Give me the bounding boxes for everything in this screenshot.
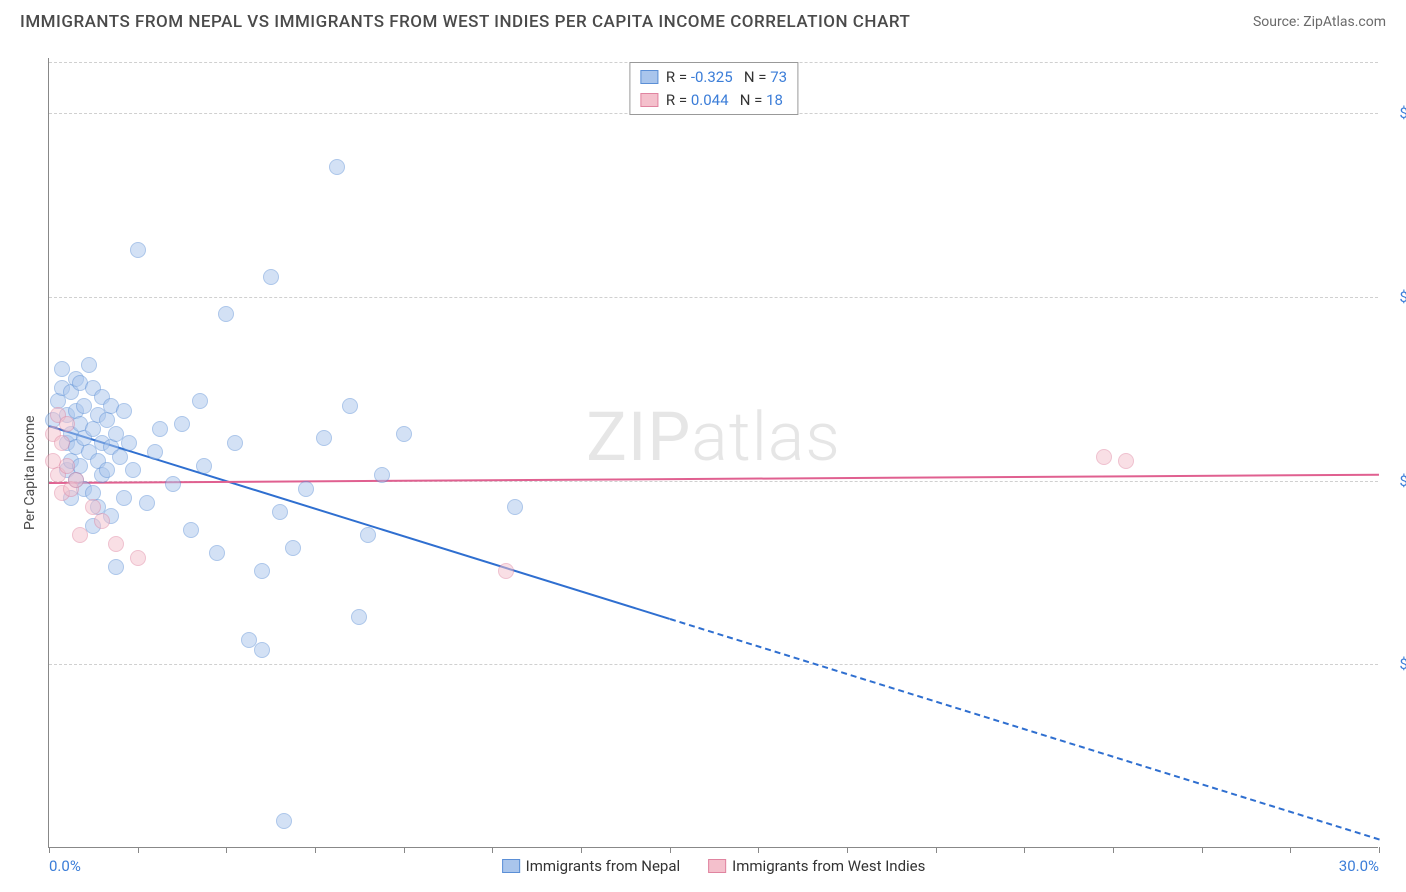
scatter-point — [316, 430, 332, 446]
scatter-point — [68, 472, 84, 488]
scatter-point — [254, 563, 270, 579]
stats-legend: R = -0.325 N = 73R = 0.044 N = 18 — [629, 62, 798, 115]
x-tick — [226, 847, 227, 853]
y-tick-label: $80,000 — [1399, 104, 1406, 122]
x-tick — [315, 847, 316, 853]
scatter-point — [125, 462, 141, 478]
scatter-point — [196, 458, 212, 474]
swatch-icon — [502, 859, 520, 873]
series-legend-label: Immigrants from West Indies — [732, 857, 925, 875]
regression-line — [49, 425, 670, 620]
x-tick — [936, 847, 937, 853]
swatch-icon — [640, 93, 658, 107]
stats-text: R = -0.325 N = 73 — [666, 66, 787, 89]
scatter-point — [285, 540, 301, 556]
scatter-point — [498, 563, 514, 579]
scatter-point — [1118, 453, 1134, 469]
series-legend: Immigrants from Nepal Immigrants from Wes… — [502, 857, 926, 875]
scatter-point — [209, 545, 225, 561]
scatter-point — [72, 527, 88, 543]
y-tick-label: $40,000 — [1399, 472, 1406, 490]
stats-text: R = 0.044 N = 18 — [666, 89, 783, 112]
scatter-point — [351, 609, 367, 625]
y-tick-label: $60,000 — [1399, 288, 1406, 306]
scatter-point — [147, 444, 163, 460]
scatter-point — [116, 490, 132, 506]
watermark: ZIPatlas — [586, 397, 841, 477]
scatter-point — [81, 357, 97, 373]
chart-title: IMMIGRANTS FROM NEPAL VS IMMIGRANTS FROM… — [20, 12, 910, 32]
scatter-point — [130, 550, 146, 566]
scatter-point — [263, 269, 279, 285]
scatter-point — [121, 435, 137, 451]
regression-line — [49, 474, 1379, 484]
scatter-point — [192, 393, 208, 409]
gridline — [49, 297, 1378, 298]
scatter-point — [218, 306, 234, 322]
x-tick — [138, 847, 139, 853]
series-legend-item: Immigrants from Nepal — [502, 857, 681, 875]
scatter-point — [298, 481, 314, 497]
y-tick-label: $20,000 — [1399, 655, 1406, 673]
x-tick — [1202, 847, 1203, 853]
scatter-point — [112, 449, 128, 465]
scatter-point — [227, 435, 243, 451]
scatter-point — [116, 403, 132, 419]
series-legend-item: Immigrants from West Indies — [708, 857, 925, 875]
scatter-point — [152, 421, 168, 437]
scatter-point — [108, 536, 124, 552]
x-tick — [404, 847, 405, 853]
scatter-point — [276, 813, 292, 829]
x-tick — [1024, 847, 1025, 853]
scatter-point — [99, 462, 115, 478]
scatter-point — [374, 467, 390, 483]
scatter-point — [1096, 449, 1112, 465]
scatter-point — [108, 559, 124, 575]
regression-line — [669, 618, 1379, 840]
scatter-point — [396, 426, 412, 442]
scatter-point — [507, 499, 523, 515]
scatter-point — [165, 476, 181, 492]
x-tick — [49, 847, 50, 853]
scatter-point — [130, 242, 146, 258]
scatter-point — [342, 398, 358, 414]
stats-legend-row: R = 0.044 N = 18 — [640, 89, 787, 112]
x-tick — [847, 847, 848, 853]
x-tick — [581, 847, 582, 853]
scatter-point — [183, 522, 199, 538]
x-tick — [1113, 847, 1114, 853]
scatter-point — [329, 159, 345, 175]
x-tick — [1379, 847, 1380, 853]
plot-area: ZIPatlas $20,000$40,000$60,000$80,0000.0… — [48, 58, 1378, 848]
x-tick — [758, 847, 759, 853]
y-axis-label: Per Capita Income — [22, 415, 38, 530]
x-tick — [492, 847, 493, 853]
gridline — [49, 664, 1378, 665]
swatch-icon — [640, 70, 658, 84]
scatter-point — [254, 642, 270, 658]
scatter-point — [360, 527, 376, 543]
scatter-point — [272, 504, 288, 520]
stats-legend-row: R = -0.325 N = 73 — [640, 66, 787, 89]
scatter-point — [54, 435, 70, 451]
scatter-point — [94, 513, 110, 529]
chart-source: Source: ZipAtlas.com — [1253, 14, 1386, 30]
x-tick — [670, 847, 671, 853]
swatch-icon — [708, 859, 726, 873]
scatter-point — [59, 416, 75, 432]
series-legend-label: Immigrants from Nepal — [526, 857, 681, 875]
x-tick-label: 0.0% — [49, 857, 81, 875]
x-tick-label: 30.0% — [1339, 857, 1379, 875]
scatter-point — [139, 495, 155, 511]
x-tick — [1290, 847, 1291, 853]
scatter-point — [174, 416, 190, 432]
